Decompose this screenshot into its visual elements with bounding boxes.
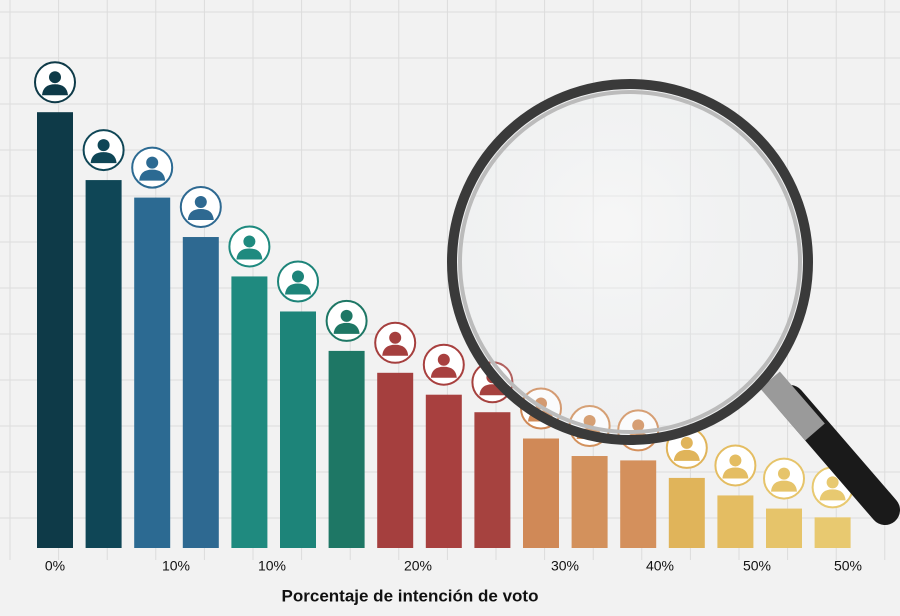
bar — [134, 197, 171, 548]
bar — [814, 517, 851, 548]
bar — [474, 412, 511, 548]
icon-head — [778, 467, 790, 480]
x-ticks: 0% 10% 10% 20% 30% 40% 50% 50% — [45, 558, 862, 574]
magnifier — [447, 79, 900, 525]
icon-head — [389, 331, 402, 344]
icon-body — [90, 152, 117, 164]
voter-icon — [714, 444, 757, 487]
voter-icon — [422, 343, 465, 386]
voter-icon — [34, 61, 76, 104]
bar — [231, 276, 268, 548]
icon-body — [771, 480, 797, 492]
bar — [425, 394, 462, 548]
voter-icon — [374, 321, 417, 364]
voter-icon — [277, 260, 319, 303]
x-tick-label: 50% — [834, 558, 862, 574]
voter-icon — [763, 457, 805, 500]
bar — [668, 477, 705, 548]
x-tick-label: 50% — [743, 558, 771, 574]
x-tick-label: 40% — [646, 558, 674, 574]
bar — [523, 438, 559, 548]
icon-body — [42, 84, 68, 96]
icon-head — [340, 309, 353, 322]
icon-head — [680, 436, 693, 449]
bar — [377, 372, 414, 548]
icon-head — [146, 156, 159, 169]
bar — [85, 180, 122, 548]
icon-body — [382, 344, 409, 356]
x-tick-label: 30% — [551, 558, 579, 574]
icon-body — [819, 489, 846, 501]
icon-head — [826, 476, 839, 489]
icon-body — [139, 169, 166, 181]
bar — [620, 460, 657, 548]
x-tick-label: 0% — [45, 558, 65, 574]
icon-head — [437, 353, 450, 366]
bar — [37, 112, 73, 548]
icon-head — [243, 235, 256, 248]
bar — [766, 508, 802, 548]
icon-body — [285, 283, 311, 295]
icon-head — [194, 196, 207, 209]
icon-body — [236, 248, 263, 260]
icon-body — [333, 322, 360, 334]
voter-icon — [82, 129, 125, 172]
voter-icon — [325, 299, 368, 342]
voter-icon — [179, 186, 222, 229]
voter-icon — [131, 146, 174, 189]
x-tick-label: 10% — [162, 558, 190, 574]
bar — [717, 495, 754, 548]
x-axis-title: Porcentaje de intención de voto — [282, 586, 539, 605]
icon-head — [97, 139, 110, 152]
icon-head — [729, 454, 742, 467]
icon-body — [722, 467, 749, 479]
icon-head — [49, 71, 61, 84]
voter-icon — [228, 225, 271, 268]
icon-body — [673, 449, 700, 461]
x-tick-label: 20% — [404, 558, 432, 574]
bar — [280, 311, 316, 548]
bar — [182, 237, 219, 548]
icon-head — [292, 270, 304, 283]
bar — [571, 456, 608, 548]
icon-body — [187, 209, 214, 221]
x-tick-label: 10% — [258, 558, 286, 574]
bar — [328, 350, 365, 548]
icon-body — [430, 366, 457, 378]
